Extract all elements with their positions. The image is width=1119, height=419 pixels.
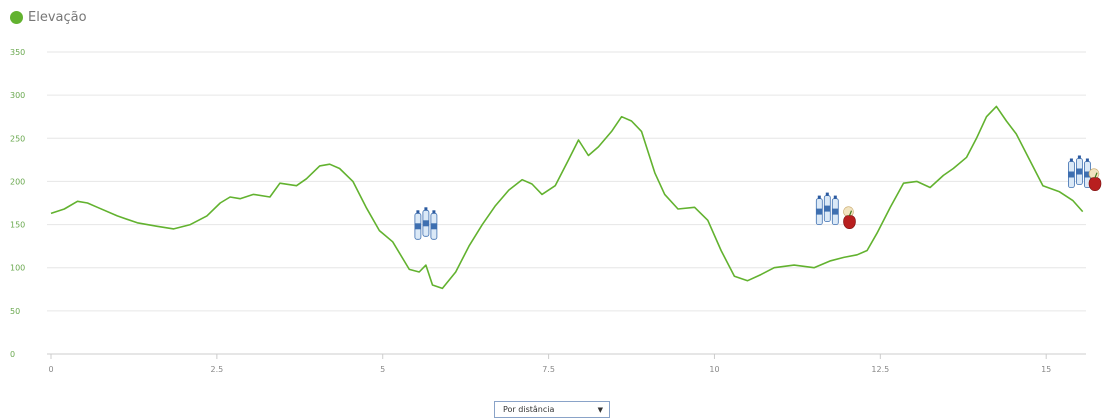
dropdown-arrow-icon: ▼ xyxy=(597,405,603,414)
x-axis: 0 2.5 5 7.5 10 12.5 15 xyxy=(48,354,1051,374)
legend-dot-icon xyxy=(10,10,23,24)
chart-grid xyxy=(47,51,1086,355)
y-tick-label: 100 xyxy=(10,264,25,273)
x-tick-label: 0 xyxy=(48,365,53,374)
x-tick-label: 5 xyxy=(380,365,385,374)
x-tick-label: 7.5 xyxy=(542,365,555,374)
y-tick-label: 350 xyxy=(10,48,25,57)
apple-icon[interactable] xyxy=(1088,168,1102,191)
series-group xyxy=(50,105,1084,290)
x-tick-label: 15 xyxy=(1041,365,1051,374)
x-tick-label: 12.5 xyxy=(871,365,889,374)
legend-label: Elevação xyxy=(28,9,87,25)
x-tick-label: 10 xyxy=(709,365,719,374)
y-tick-label: 150 xyxy=(10,221,25,230)
water-bottles-icon[interactable] xyxy=(1068,155,1091,188)
mode-select-value: Por distância xyxy=(503,405,555,414)
y-tick-label: 250 xyxy=(10,134,25,143)
markers-group xyxy=(414,155,1102,240)
legend[interactable]: Elevação xyxy=(10,7,87,27)
x-tick-label: 2.5 xyxy=(210,365,223,374)
series-line[interactable] xyxy=(50,105,1084,290)
y-tick-label: 0 xyxy=(10,350,15,359)
elevation-chart: 0 50 100 150 200 250 300 350 0 2.5 5 7.5 10 12.5 15 xyxy=(10,48,1102,374)
y-tick-label: 200 xyxy=(10,177,25,186)
water-bottles-icon[interactable] xyxy=(815,192,839,226)
mode-select[interactable]: Por distância ▼ xyxy=(494,401,610,418)
y-tick-label: 50 xyxy=(10,307,20,316)
y-tick-label: 300 xyxy=(10,91,25,100)
apple-icon[interactable] xyxy=(843,206,856,229)
water-bottles-icon[interactable] xyxy=(414,207,438,240)
y-axis: 0 50 100 150 200 250 300 350 xyxy=(10,48,25,359)
